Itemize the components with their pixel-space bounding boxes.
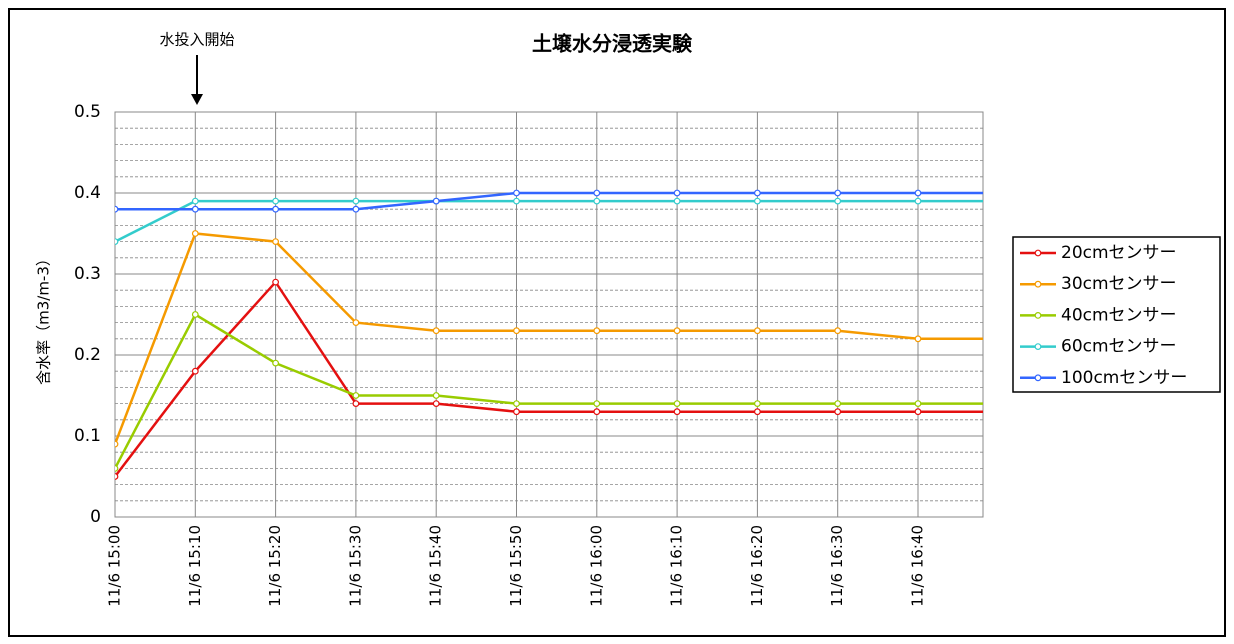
series-line xyxy=(115,199,983,243)
point-marker xyxy=(513,408,520,416)
legend-label: 30cmセンサー xyxy=(1061,274,1177,294)
x-tick-label: 11/6 16:40 xyxy=(909,525,927,607)
legend-marker xyxy=(1034,249,1042,257)
point-marker xyxy=(834,197,842,205)
point-marker xyxy=(754,189,761,197)
point-marker xyxy=(272,359,280,367)
point-marker xyxy=(513,327,520,335)
legend-marker xyxy=(1034,312,1042,319)
point-marker xyxy=(272,205,280,213)
point-marker xyxy=(834,408,842,416)
legend-marker xyxy=(1034,280,1042,288)
point-marker xyxy=(593,408,601,416)
plot-border xyxy=(114,111,984,518)
x-tick-label: 11/6 15:40 xyxy=(427,525,445,607)
point-marker xyxy=(432,197,440,205)
y-tick-label: 0.2 xyxy=(74,345,101,365)
point-marker xyxy=(272,278,280,286)
point-marker xyxy=(115,465,119,472)
legend-label: 100cmセンサー xyxy=(1061,368,1187,388)
point-marker xyxy=(432,327,440,335)
point-marker xyxy=(352,400,360,408)
point-marker xyxy=(115,205,119,213)
x-tick-label: 11/6 15:10 xyxy=(186,525,204,607)
point-marker xyxy=(673,400,681,408)
y-tick-label: 0.5 xyxy=(74,102,101,122)
point-marker xyxy=(191,230,199,237)
y-tick-label: 0.4 xyxy=(74,183,101,203)
point-marker xyxy=(754,408,761,416)
point-marker xyxy=(593,189,601,197)
chart-title: 土壌水分浸透実験 xyxy=(532,32,693,56)
point-marker xyxy=(352,319,360,327)
point-marker xyxy=(115,238,119,245)
point-marker xyxy=(914,197,922,205)
x-tick-label: 11/6 15:30 xyxy=(346,525,364,607)
point-marker xyxy=(352,392,360,399)
point-marker xyxy=(432,392,440,399)
point-marker xyxy=(352,197,360,205)
point-marker xyxy=(513,189,520,197)
point-marker xyxy=(191,311,199,318)
point-marker xyxy=(754,400,761,408)
point-marker xyxy=(593,197,601,205)
point-marker xyxy=(115,473,119,480)
point-marker xyxy=(593,327,601,335)
point-marker xyxy=(272,197,280,205)
point-marker xyxy=(673,189,681,197)
series-line xyxy=(115,232,983,445)
point-marker xyxy=(432,400,440,408)
x-tick-label: 11/6 16:10 xyxy=(668,525,686,607)
legend-label: 20cmセンサー xyxy=(1061,243,1177,263)
point-marker xyxy=(914,189,922,197)
y-tick-label: 0.3 xyxy=(74,264,101,284)
legend-marker xyxy=(1034,343,1042,351)
point-marker xyxy=(593,400,601,408)
y-tick-label: 0.1 xyxy=(74,426,101,446)
x-tick-label: 11/6 15:50 xyxy=(507,525,525,607)
x-tick-label: 11/6 16:30 xyxy=(828,525,846,607)
series-group xyxy=(115,189,983,480)
point-marker xyxy=(513,400,520,408)
point-marker xyxy=(513,197,520,205)
point-marker xyxy=(754,197,761,205)
x-tick-label: 11/6 16:20 xyxy=(748,525,766,607)
point-marker xyxy=(191,367,199,375)
point-marker xyxy=(914,400,922,408)
point-marker xyxy=(115,440,119,448)
legend-label: 60cmセンサー xyxy=(1061,337,1177,357)
y-tick-label: 0 xyxy=(90,507,101,527)
point-marker xyxy=(834,327,842,335)
legend-marker xyxy=(1034,374,1042,382)
point-marker xyxy=(191,197,199,205)
x-tick-label: 11/6 15:00 xyxy=(106,525,124,607)
y-axis-label: 含水率（m3/m-3） xyxy=(35,251,53,385)
series-line xyxy=(115,280,983,478)
x-tick-label: 11/6 15:20 xyxy=(266,525,284,607)
point-marker xyxy=(673,408,681,416)
point-marker xyxy=(914,335,922,343)
series-line xyxy=(115,191,983,211)
point-marker xyxy=(673,197,681,205)
x-tick-label: 11/6 16:00 xyxy=(587,525,605,607)
point-marker xyxy=(834,189,842,197)
point-marker xyxy=(191,205,199,213)
annotation: 水投入開始 xyxy=(159,31,234,49)
legend-label: 40cmセンサー xyxy=(1061,305,1177,325)
point-marker xyxy=(352,205,360,213)
point-marker xyxy=(754,327,761,335)
point-marker xyxy=(673,327,681,335)
annotation-arrowhead xyxy=(191,94,203,105)
point-marker xyxy=(272,238,280,246)
series-line xyxy=(115,312,983,469)
point-marker xyxy=(914,408,922,416)
point-marker xyxy=(834,400,842,408)
plot-area xyxy=(115,112,983,517)
